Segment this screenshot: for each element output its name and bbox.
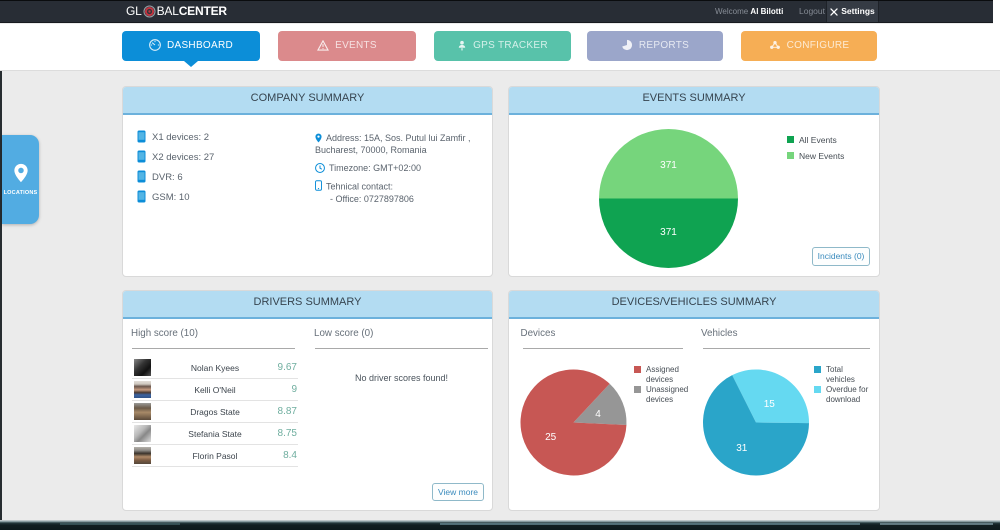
svg-text:31: 31 (736, 443, 748, 454)
svg-text:25: 25 (545, 432, 557, 443)
svg-text:4: 4 (595, 409, 601, 420)
svg-text:371: 371 (660, 160, 677, 171)
svg-text:371: 371 (660, 227, 677, 238)
svg-text:15: 15 (764, 399, 776, 410)
